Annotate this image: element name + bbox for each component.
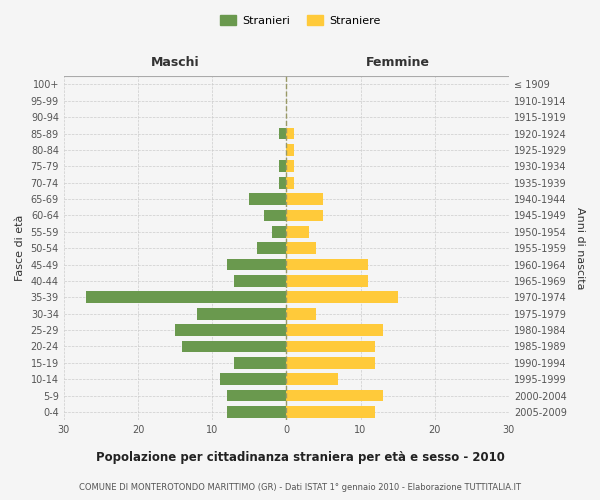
- Bar: [235, 275, 286, 287]
- Text: COMUNE DI MONTEROTONDO MARITTIMO (GR) - Dati ISTAT 1° gennaio 2010 - Elaborazion: COMUNE DI MONTEROTONDO MARITTIMO (GR) - …: [79, 483, 521, 492]
- Bar: [286, 226, 308, 237]
- Bar: [286, 308, 316, 320]
- Bar: [227, 258, 286, 270]
- Bar: [249, 193, 286, 205]
- Bar: [220, 374, 286, 385]
- Bar: [286, 242, 316, 254]
- Bar: [279, 160, 286, 172]
- Bar: [279, 177, 286, 188]
- Bar: [182, 340, 286, 352]
- Bar: [286, 357, 376, 368]
- Bar: [286, 292, 398, 303]
- Bar: [286, 324, 383, 336]
- Text: Femmine: Femmine: [365, 56, 430, 69]
- Bar: [286, 275, 368, 287]
- Bar: [279, 128, 286, 140]
- Bar: [235, 357, 286, 368]
- Bar: [257, 242, 286, 254]
- Legend: Stranieri, Straniere: Stranieri, Straniere: [215, 10, 385, 30]
- Bar: [286, 128, 294, 140]
- Bar: [286, 258, 368, 270]
- Bar: [286, 340, 376, 352]
- Bar: [286, 210, 323, 222]
- Bar: [286, 390, 383, 402]
- Text: Popolazione per cittadinanza straniera per età e sesso - 2010: Popolazione per cittadinanza straniera p…: [95, 451, 505, 464]
- Y-axis label: Anni di nascita: Anni di nascita: [575, 207, 585, 290]
- Y-axis label: Fasce di età: Fasce di età: [15, 215, 25, 282]
- Bar: [197, 308, 286, 320]
- Bar: [175, 324, 286, 336]
- Bar: [86, 292, 286, 303]
- Bar: [227, 390, 286, 402]
- Bar: [286, 160, 294, 172]
- Bar: [286, 177, 294, 188]
- Bar: [286, 144, 294, 156]
- Bar: [286, 374, 338, 385]
- Bar: [264, 210, 286, 222]
- Bar: [227, 406, 286, 418]
- Text: Maschi: Maschi: [151, 56, 199, 69]
- Bar: [286, 193, 323, 205]
- Bar: [272, 226, 286, 237]
- Bar: [286, 406, 376, 418]
